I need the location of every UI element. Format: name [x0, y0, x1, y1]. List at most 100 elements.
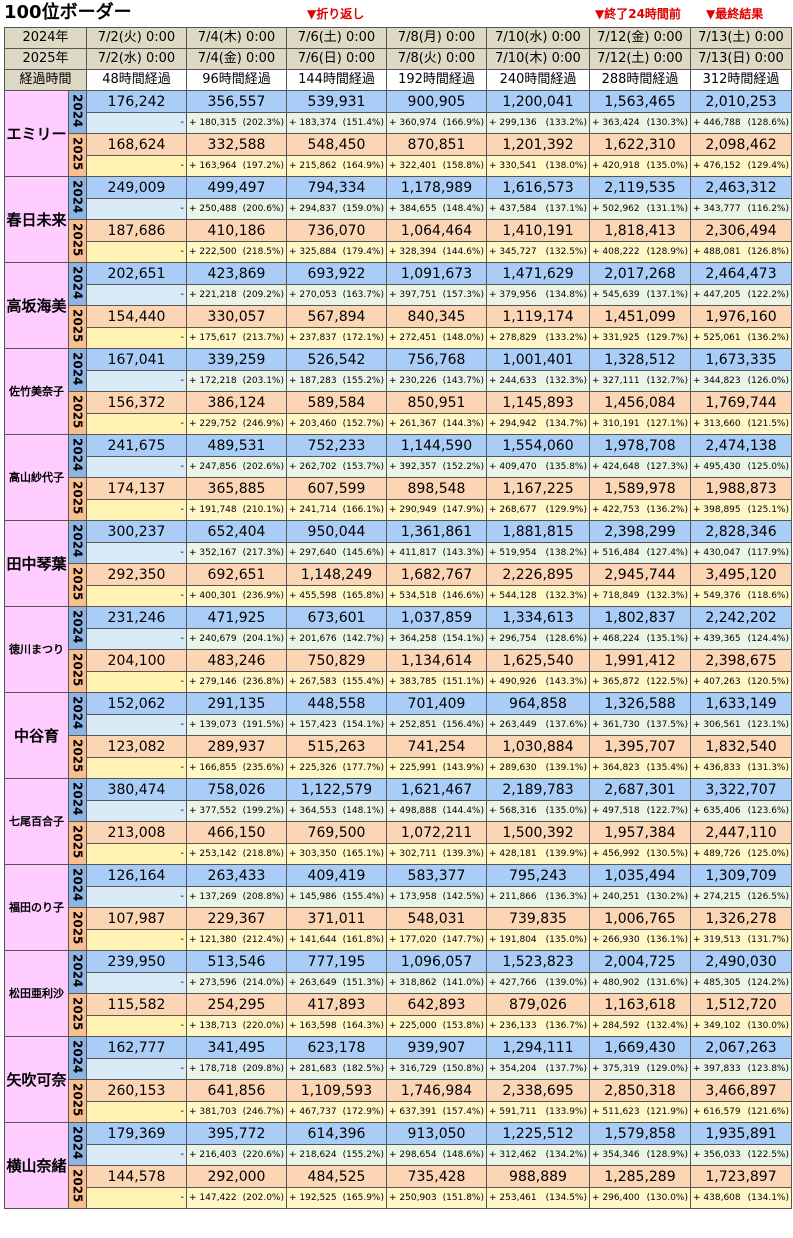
delta-amount: + 121,380 — [189, 935, 237, 945]
delta-content: + 428,181 (139.9%) — [489, 845, 587, 863]
value-cell: 380,474 — [86, 778, 187, 801]
delta-ratio: (138.2%) — [545, 548, 587, 558]
delta-content: + 456,992 (130.5%) — [592, 845, 688, 863]
idol-name: 高山紗代子 — [4, 434, 69, 521]
delta-amount: + 278,829 — [489, 333, 537, 343]
delta-cell: + 495,430 (125.0%) — [690, 456, 792, 478]
delta-amount: + 352,167 — [189, 548, 237, 558]
delta-cell: + 141,644 (161.8%) — [286, 929, 387, 951]
delta-cell: + 303,350 (165.1%) — [286, 843, 387, 865]
delta-content: + 225,326 (177.7%) — [289, 759, 384, 777]
delta-ratio: (154.1%) — [342, 720, 384, 730]
delta-cell: + 240,679 (204.1%) — [186, 628, 287, 650]
delta-ratio: (134.2%) — [545, 1150, 587, 1160]
delta-amount: + 343,777 — [693, 204, 741, 214]
delta-content: + 502,962 (131.1%) — [592, 200, 688, 218]
delta-cell-first: - — [86, 413, 187, 435]
delta-ratio: (182.5%) — [342, 1064, 384, 1074]
value-cell: 1,200,041 — [486, 90, 590, 113]
delta-row: - + 377,552 (199.2%) + 364,553 (148.1%) + 498… — [5, 800, 792, 822]
delta-placeholder: - — [89, 587, 184, 605]
delta-amount: + 147,422 — [189, 1193, 237, 1203]
delta-ratio: (202.3%) — [242, 118, 284, 128]
delta-cell: + 360,974 (166.9%) — [386, 112, 487, 134]
value-cell: 176,242 — [86, 90, 187, 113]
value-cell: 2,464,473 — [690, 262, 792, 285]
value-cell: 471,925 — [186, 606, 287, 629]
delta-amount: + 379,956 — [489, 290, 537, 300]
delta-row: - + 175,617 (213.7%) + 237,837 (172.1%) + 272… — [5, 327, 792, 349]
year-label: 2025 — [68, 563, 87, 607]
delta-cell: + 178,718 (209.8%) — [186, 1058, 287, 1080]
delta-cell: + 384,655 (148.4%) — [386, 198, 487, 220]
delta-dash: - — [180, 461, 184, 472]
delta-content: + 244,633 (132.3%) — [489, 372, 587, 390]
delta-ratio: (122.5%) — [747, 1150, 789, 1160]
delta-cell: + 568,316 (135.0%) — [486, 800, 590, 822]
delta-amount: + 718,849 — [592, 591, 640, 601]
delta-placeholder: - — [89, 1017, 184, 1035]
delta-ratio: (142.7%) — [342, 634, 384, 644]
delta-content: + 455,598 (165.8%) — [289, 587, 384, 605]
delta-content: + 279,146 (236.8%) — [189, 673, 284, 691]
value-row: 2025 174,137 365,885 607,599 898,548 1,167,22… — [5, 477, 792, 521]
delta-ratio: (166.1%) — [342, 505, 384, 515]
delta-dash: - — [180, 891, 184, 902]
header-row-elapsed-cell: 240時間経過 — [486, 69, 590, 91]
delta-ratio: (153.8%) — [442, 1021, 484, 1031]
year-label: 2024 — [68, 520, 87, 564]
value-cell: 567,894 — [286, 305, 387, 328]
value-cell: 583,377 — [386, 864, 487, 887]
delta-content: + 290,949 (147.9%) — [389, 501, 484, 519]
delta-cell: + 490,926 (143.3%) — [486, 671, 590, 693]
value-cell: 371,011 — [286, 907, 387, 930]
delta-dash: - — [180, 633, 184, 644]
delta-cell-first: - — [86, 1015, 187, 1037]
delta-content: + 400,301 (236.9%) — [189, 587, 284, 605]
delta-amount: + 345,727 — [489, 247, 537, 257]
value-cell: 693,922 — [286, 262, 387, 285]
delta-cell: + 273,596 (214.0%) — [186, 972, 287, 994]
delta-ratio: (132.3%) — [545, 376, 587, 386]
value-cell: 607,599 — [286, 477, 387, 500]
delta-content: + 397,833 (123.8%) — [693, 1060, 789, 1078]
delta-cell: + 322,401 (158.8%) — [386, 155, 487, 177]
value-cell: 2,447,110 — [690, 821, 792, 844]
delta-row: - + 166,855 (235.6%) + 225,326 (177.7%) + 225… — [5, 757, 792, 779]
delta-amount: + 294,942 — [489, 419, 537, 429]
delta-row: - + 273,596 (214.0%) + 263,649 (151.3%) + 318… — [5, 972, 792, 994]
delta-ratio: (125.0%) — [747, 849, 789, 859]
value-row: 2025 123,082 289,937 515,263 741,254 1,030,88… — [5, 735, 792, 779]
delta-ratio: (152.2%) — [442, 462, 484, 472]
delta-content: + 272,451 (148.0%) — [389, 329, 484, 347]
delta-ratio: (148.6%) — [442, 1150, 484, 1160]
delta-content: + 354,204 (137.7%) — [489, 1060, 587, 1078]
delta-content: + 377,552 (199.2%) — [189, 802, 284, 820]
delta-amount: + 241,714 — [289, 505, 337, 515]
delta-amount: + 236,133 — [489, 1021, 537, 1031]
delta-cell: + 364,258 (154.1%) — [386, 628, 487, 650]
value-cell: 1,802,837 — [589, 606, 691, 629]
year-label-text: 2024 — [70, 953, 85, 988]
delta-placeholder: - — [89, 630, 184, 648]
delta-amount: + 568,316 — [489, 806, 537, 816]
delta-content: + 489,726 (125.0%) — [693, 845, 789, 863]
delta-dash: - — [180, 934, 184, 945]
delta-content: + 468,224 (135.1%) — [592, 630, 688, 648]
delta-row: - + 229,752 (246.9%) + 203,460 (152.7%) + 261… — [5, 413, 792, 435]
delta-ratio: (164.3%) — [342, 1021, 384, 1031]
value-cell: 154,440 — [86, 305, 187, 328]
value-row: 松田亜利沙 2024 239,950 513,546 777,195 1,096,057 1… — [4, 950, 792, 1037]
delta-cell: + 225,326 (177.7%) — [286, 757, 387, 779]
delta-cell: + 225,991 (143.9%) — [386, 757, 487, 779]
value-cell: 641,856 — [186, 1079, 287, 1102]
delta-amount: + 299,136 — [489, 118, 537, 128]
delta-ratio: (151.4%) — [342, 118, 384, 128]
delta-cell: + 237,837 (172.1%) — [286, 327, 387, 349]
delta-amount: + 253,142 — [189, 849, 237, 859]
delta-ratio: (137.1%) — [646, 290, 688, 300]
delta-dash: - — [180, 977, 184, 988]
value-cell: 1,006,765 — [589, 907, 691, 930]
value-cell: 489,531 — [186, 434, 287, 457]
delta-content: + 411,817 (143.3%) — [389, 544, 484, 562]
